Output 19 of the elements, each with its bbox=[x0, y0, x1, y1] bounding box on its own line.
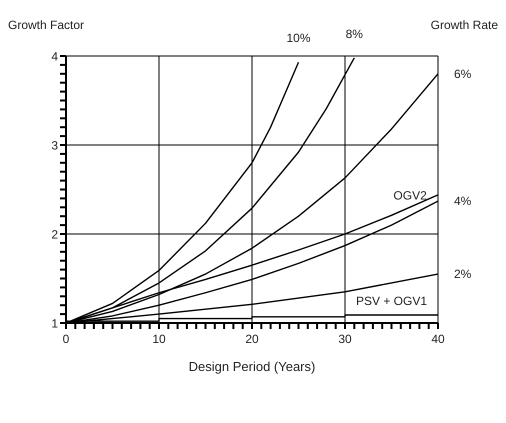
x-tick-label: 0 bbox=[62, 332, 70, 346]
series-label: 10% bbox=[286, 31, 311, 46]
x-axis-title: Design Period (Years) bbox=[188, 359, 316, 374]
text: Growth Rate bbox=[430, 18, 498, 32]
series-label: 8% bbox=[346, 26, 364, 41]
annotation: PSV + OGV1 bbox=[356, 294, 428, 308]
series-label: 4% bbox=[454, 194, 472, 208]
y-tick-label: 4 bbox=[51, 49, 58, 64]
annotation: OGV2 bbox=[393, 188, 428, 202]
x-tick-label: 30 bbox=[338, 332, 352, 346]
y-tick-label: 1 bbox=[51, 316, 58, 330]
series-label: 2% bbox=[454, 267, 472, 282]
y-axis-title: Growth Factor bbox=[8, 18, 84, 32]
x-tick-label: 40 bbox=[431, 332, 445, 346]
series-label: 6% bbox=[454, 66, 472, 81]
y-tick-label: 2 bbox=[51, 227, 58, 242]
x-tick-label: 10 bbox=[152, 332, 166, 346]
x-tick-label: 20 bbox=[245, 332, 259, 346]
y-tick-label: 3 bbox=[51, 138, 58, 152]
